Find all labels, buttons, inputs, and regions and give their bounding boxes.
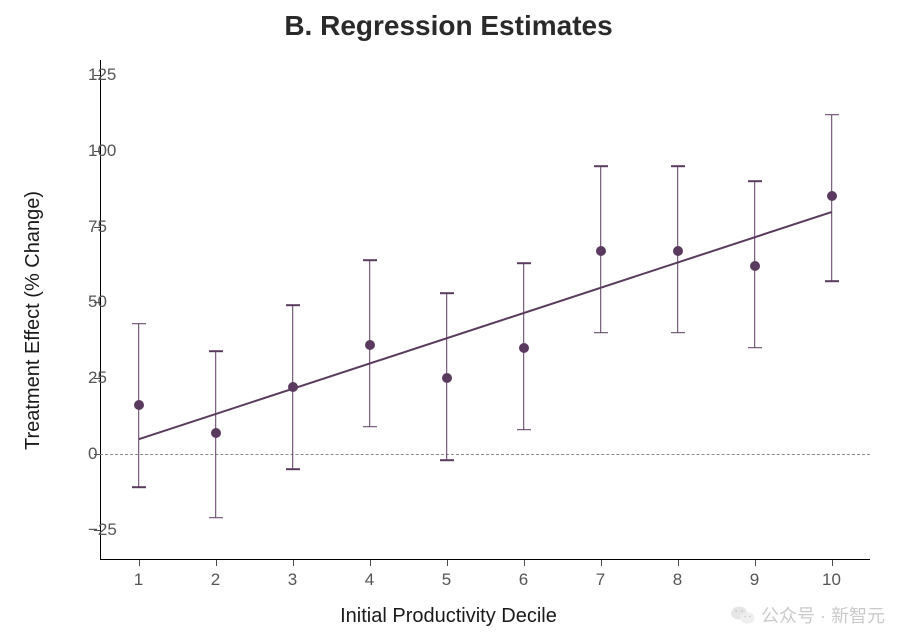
data-point xyxy=(134,400,144,410)
x-tick-label: 10 xyxy=(822,570,841,590)
plot-area: −25025507510012512345678910 xyxy=(100,60,870,560)
data-point xyxy=(673,246,683,256)
x-tick xyxy=(447,560,448,566)
x-tick xyxy=(755,560,756,566)
y-axis-label: Treatment Effect (% Change) xyxy=(22,191,45,450)
error-bar-cap xyxy=(825,114,839,116)
x-tick-label: 5 xyxy=(442,570,451,590)
error-bar-cap xyxy=(825,280,839,282)
error-bar-cap xyxy=(517,262,531,264)
x-tick xyxy=(293,560,294,566)
watermark-text: 公众号 · 新智元 xyxy=(761,602,885,628)
error-bar-cap xyxy=(286,305,300,307)
error-bar-cap xyxy=(748,347,762,349)
watermark: 公众号 · 新智元 xyxy=(731,602,885,628)
data-point xyxy=(211,428,221,438)
x-tick-label: 2 xyxy=(211,570,220,590)
error-bar-cap xyxy=(671,332,685,334)
error-bar-cap xyxy=(286,468,300,470)
error-bar-cap xyxy=(209,517,223,519)
x-tick xyxy=(216,560,217,566)
data-point xyxy=(827,191,837,201)
data-point xyxy=(288,382,298,392)
chart-container: B. Regression Estimates Treatment Effect… xyxy=(0,0,897,636)
data-point xyxy=(596,246,606,256)
wechat-icon xyxy=(731,605,755,625)
error-bar-cap xyxy=(594,165,608,167)
error-bar-cap xyxy=(517,429,531,431)
data-point xyxy=(750,261,760,271)
trend-line xyxy=(138,211,831,440)
x-tick-label: 8 xyxy=(673,570,682,590)
x-tick-label: 7 xyxy=(596,570,605,590)
x-tick xyxy=(832,560,833,566)
x-tick-label: 4 xyxy=(365,570,374,590)
error-bar-cap xyxy=(363,426,377,428)
error-bar-cap xyxy=(440,293,454,295)
data-point xyxy=(365,340,375,350)
error-bar-cap xyxy=(209,350,223,352)
x-tick-label: 3 xyxy=(288,570,297,590)
error-bar-cap xyxy=(132,486,146,488)
x-tick-label: 1 xyxy=(134,570,143,590)
x-tick-label: 6 xyxy=(519,570,528,590)
data-point xyxy=(442,373,452,383)
x-tick xyxy=(370,560,371,566)
error-bar-cap xyxy=(671,165,685,167)
error-bar-cap xyxy=(363,259,377,261)
x-tick xyxy=(524,560,525,566)
error-bar-cap xyxy=(748,180,762,182)
data-point xyxy=(519,343,529,353)
x-tick-label: 9 xyxy=(750,570,759,590)
chart-title: B. Regression Estimates xyxy=(0,10,897,42)
x-tick xyxy=(601,560,602,566)
error-bar-cap xyxy=(594,332,608,334)
x-tick xyxy=(678,560,679,566)
x-tick xyxy=(139,560,140,566)
error-bar-cap xyxy=(132,323,146,325)
error-bar-cap xyxy=(440,459,454,461)
